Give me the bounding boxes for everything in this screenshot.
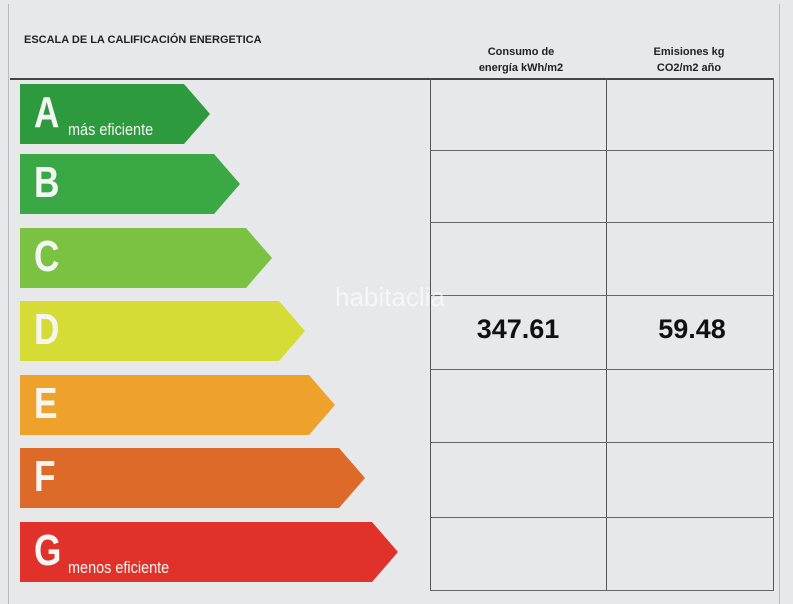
- rating-table: [10, 78, 774, 592]
- rating-arrow-a: A más eficiente: [20, 84, 210, 144]
- divider: [773, 78, 774, 590]
- rating-letter: D: [34, 305, 60, 354]
- rating-letter: C: [34, 232, 60, 281]
- column-header-consumo: Consumo de energía kWh/m2: [478, 46, 564, 74]
- page-title: ESCALA DE LA CALIFICACIÓN ENERGETICA: [24, 34, 262, 46]
- rating-arrow-c: C: [20, 228, 272, 288]
- label-frame: [8, 4, 780, 604]
- row-divider: [430, 150, 774, 151]
- rating-arrow-b: B: [20, 154, 240, 214]
- rating-arrow-e: E: [20, 375, 335, 435]
- row-divider: [430, 295, 774, 296]
- row-divider: [430, 222, 774, 223]
- rating-letter: A: [34, 88, 60, 137]
- row-divider: [430, 517, 774, 518]
- consumo-value: 347.61: [476, 314, 560, 344]
- rating-arrow-f: F: [20, 448, 365, 508]
- divider: [606, 78, 607, 590]
- rating-arrow-d: D: [20, 301, 305, 361]
- rating-letter: F: [34, 452, 56, 501]
- rating-letter: G: [34, 526, 62, 575]
- watermark: habitaclia: [335, 282, 445, 312]
- rating-label: menos eficiente: [68, 558, 170, 577]
- divider: [430, 78, 431, 590]
- emisiones-value: 59.48: [658, 314, 726, 344]
- column-header-emisiones: Emisiones kg CO2/m2 año: [653, 46, 725, 74]
- row-divider: [430, 590, 774, 591]
- row-divider: [430, 442, 774, 443]
- rating-letter: B: [34, 158, 60, 207]
- row-divider: [430, 369, 774, 370]
- rating-arrow-g: G menos eficiente: [20, 522, 398, 582]
- rating-label: más eficiente: [68, 120, 154, 139]
- rating-letter: E: [34, 379, 58, 428]
